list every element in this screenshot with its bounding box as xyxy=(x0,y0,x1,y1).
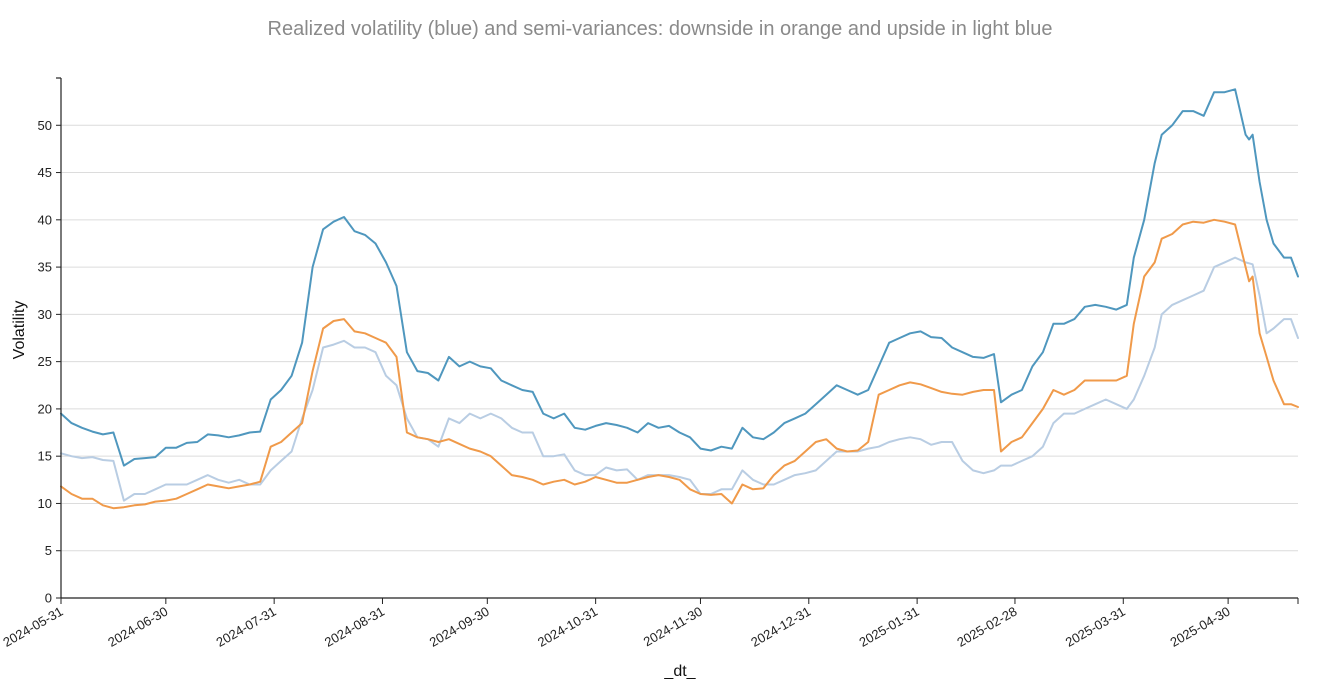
grid-lines xyxy=(61,124,1298,552)
x-tick-label: 2024-11-30 xyxy=(641,604,705,650)
x-axis-label: _dt_ xyxy=(663,663,696,680)
x-tick-label: 2025-01-31 xyxy=(857,604,922,650)
y-tick-label: 40 xyxy=(38,212,52,227)
y-tick-label: 10 xyxy=(38,496,52,511)
x-tick-label: 2024-07-31 xyxy=(214,604,279,650)
y-tick-label: 35 xyxy=(38,260,52,275)
x-tick-label: 2024-08-31 xyxy=(322,604,387,650)
y-tick-label: 20 xyxy=(38,401,52,416)
x-tick-label: 2025-02-28 xyxy=(954,604,1019,650)
realized-volatility-line xyxy=(60,88,1299,467)
axes: 0 5 10 15 20 25 30 35 40 45 50 2024-05-31 2024-06-30… xyxy=(0,77,1299,650)
x-tick-label: 2024-09-30 xyxy=(427,604,492,650)
y-tick-label: 50 xyxy=(38,118,52,133)
downside-semivariance-line xyxy=(60,218,1299,510)
x-tick-label: 2025-03-31 xyxy=(1063,604,1128,650)
x-tick-label: 2024-06-30 xyxy=(105,604,170,650)
y-tick-label: 30 xyxy=(38,307,52,322)
y-tick-label: 5 xyxy=(45,543,52,558)
chart-title: Realized volatility (blue) and semi-vari… xyxy=(268,18,1053,40)
y-tick-label: 0 xyxy=(45,591,52,606)
x-tick-label: 2025-04-30 xyxy=(1168,604,1233,650)
x-tick-label: 2024-10-31 xyxy=(535,604,600,650)
y-tick-label: 25 xyxy=(38,354,52,369)
y-tick-label: 15 xyxy=(38,449,52,464)
y-axis-label: Volatility xyxy=(11,301,28,360)
series-lines xyxy=(60,88,1299,510)
x-tick-label: 2024-12-31 xyxy=(748,604,813,650)
upside-semivariance-line xyxy=(60,256,1299,502)
x-tick-label: 2024-05-31 xyxy=(0,604,65,650)
y-tick-label: 45 xyxy=(38,165,52,180)
